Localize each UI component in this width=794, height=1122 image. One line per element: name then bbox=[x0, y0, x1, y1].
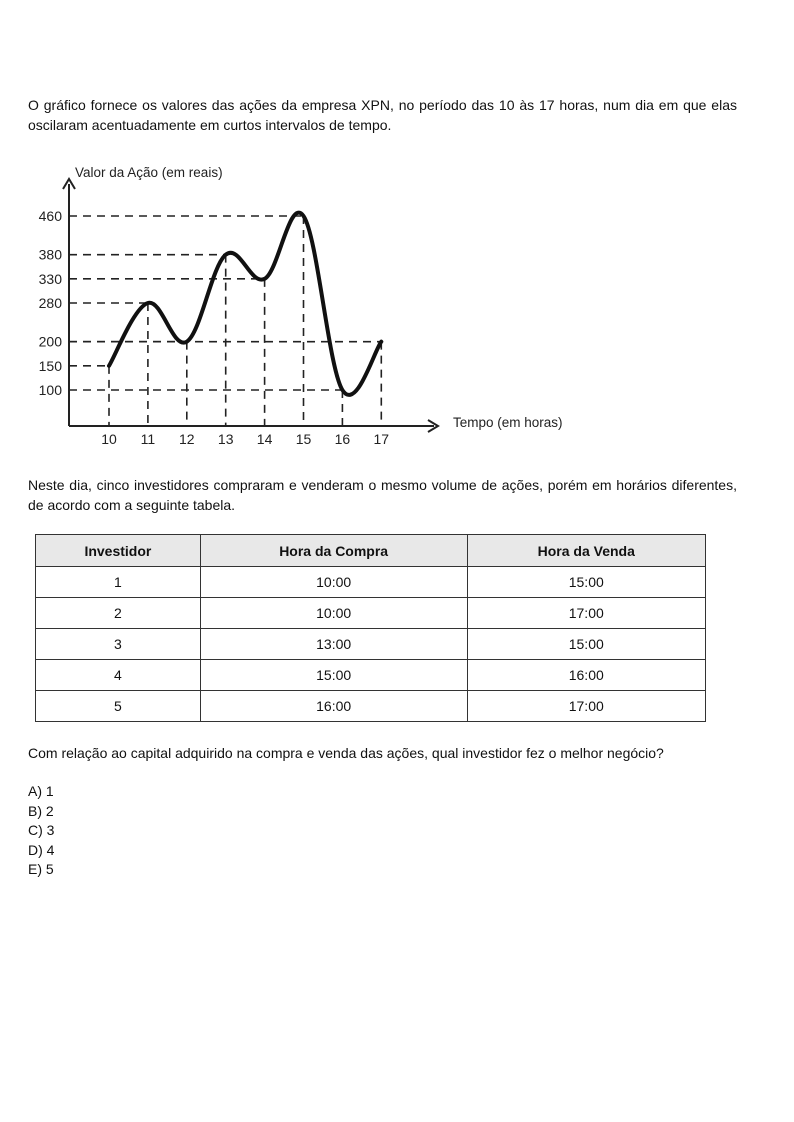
y-tick-label: 100 bbox=[39, 382, 63, 398]
y-tick-label: 330 bbox=[39, 271, 63, 287]
x-tick-label: 11 bbox=[141, 431, 156, 447]
y-axis-arrow bbox=[62, 177, 76, 190]
x-tick-label: 16 bbox=[335, 431, 351, 447]
y-tick-label: 280 bbox=[39, 295, 63, 311]
question-text: Com relação ao capital adquirido na comp… bbox=[28, 745, 664, 761]
intro-paragraph: O gráfico fornece os valores das ações d… bbox=[28, 97, 737, 133]
table-row: 3 13:00 15:00 bbox=[35, 628, 707, 660]
cell-investor: 2 bbox=[35, 597, 201, 629]
table-row: 2 10:00 17:00 bbox=[35, 597, 707, 629]
x-tick-label: 13 bbox=[218, 431, 234, 447]
header-investidor: Investidor bbox=[35, 534, 201, 567]
option-a: A) 1 bbox=[28, 783, 54, 799]
cell-investor: 3 bbox=[35, 628, 201, 660]
header-hora-venda: Hora da Venda bbox=[466, 534, 707, 567]
cell-investor: 4 bbox=[35, 659, 201, 691]
cell-sell-time: 16:00 bbox=[466, 659, 707, 691]
x-tick-label: 15 bbox=[296, 431, 312, 447]
table-intro-paragraph: Neste dia, cinco investidores compraram … bbox=[28, 477, 737, 513]
table-row: 4 15:00 16:00 bbox=[35, 659, 707, 691]
y-tick-label: 150 bbox=[39, 358, 63, 374]
x-tick-label: 17 bbox=[374, 431, 390, 447]
stock-value-chart: Valor da Ação (em reais) Tempo (em horas… bbox=[39, 165, 563, 447]
header-hora-compra: Hora da Compra bbox=[199, 534, 468, 567]
investors-table: Investidor Hora da Compra Hora da Venda … bbox=[35, 534, 707, 722]
option-e: E) 5 bbox=[28, 861, 54, 877]
cell-buy-time: 16:00 bbox=[199, 690, 468, 722]
cell-buy-time: 10:00 bbox=[199, 566, 468, 598]
option-d: D) 4 bbox=[28, 841, 55, 858]
cell-investor: 5 bbox=[35, 690, 201, 722]
chart-axes bbox=[62, 177, 440, 433]
table-row: 1 10:00 15:00 bbox=[35, 566, 707, 598]
table-header-row: Investidor Hora da Compra Hora da Venda bbox=[35, 534, 707, 567]
x-tick-labels: 10 11 12 13 14 15 16 17 bbox=[101, 431, 389, 447]
x-axis-title: Tempo (em horas) bbox=[453, 415, 563, 430]
option-b: B) 2 bbox=[28, 802, 54, 819]
y-tick-label: 380 bbox=[39, 247, 63, 263]
y-axis-title: Valor da Ação (em reais) bbox=[75, 165, 223, 180]
series-line bbox=[107, 210, 384, 397]
cell-sell-time: 17:00 bbox=[466, 597, 707, 629]
x-axis-arrow bbox=[427, 419, 440, 433]
option-c: C) 3 bbox=[28, 822, 55, 838]
y-tick-labels: 100 150 200 280 330 380 460 bbox=[39, 208, 63, 398]
y-tick-label: 460 bbox=[39, 208, 63, 224]
x-tick-label: 10 bbox=[101, 431, 117, 447]
cell-sell-time: 15:00 bbox=[466, 566, 707, 598]
x-tick-label: 12 bbox=[179, 431, 195, 447]
cell-buy-time: 10:00 bbox=[199, 597, 468, 629]
y-tick-label: 200 bbox=[39, 334, 63, 350]
cell-buy-time: 15:00 bbox=[199, 659, 468, 691]
cell-sell-time: 17:00 bbox=[466, 690, 707, 722]
dashed-guide-lines bbox=[69, 215, 383, 426]
answer-options: A) 1 B) 2 C) 3 D) 4 E) 5 bbox=[28, 782, 54, 880]
cell-buy-time: 13:00 bbox=[199, 628, 468, 660]
table-row: 5 16:00 17:00 bbox=[35, 690, 707, 722]
x-tick-label: 14 bbox=[257, 431, 273, 447]
cell-investor: 1 bbox=[35, 566, 201, 598]
cell-sell-time: 15:00 bbox=[466, 628, 707, 660]
